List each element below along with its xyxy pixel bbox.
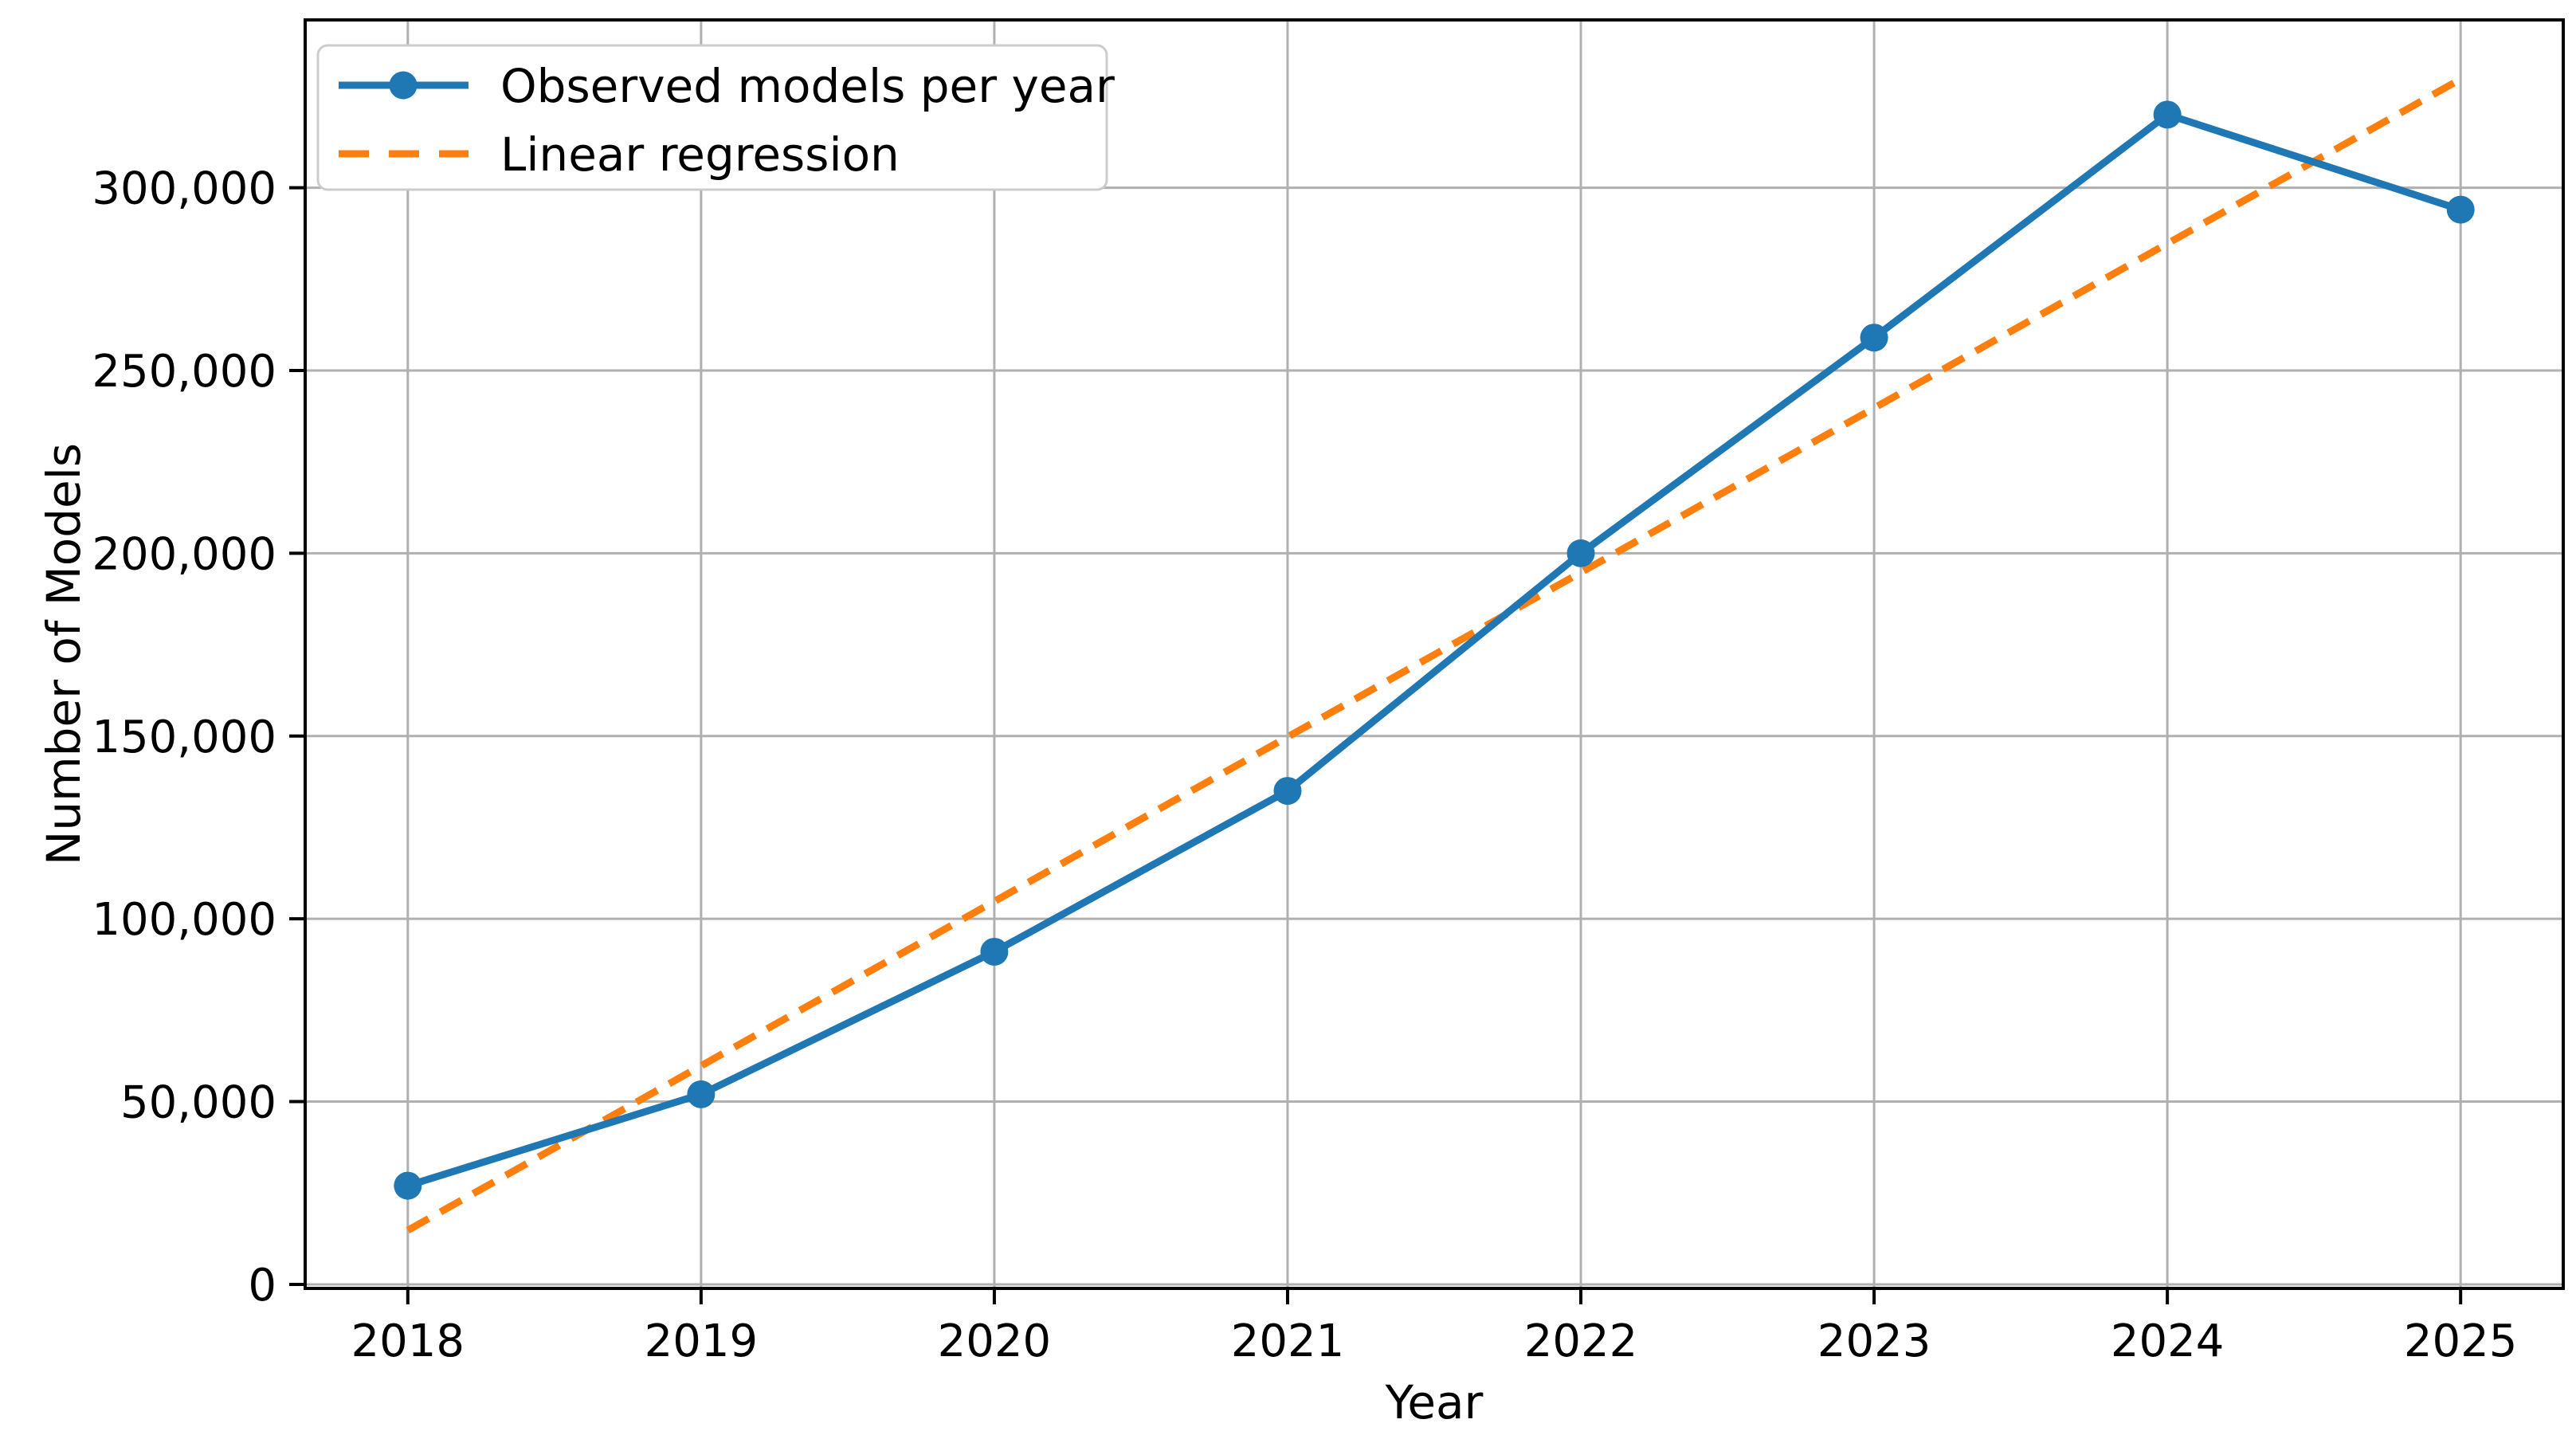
x-tick-label-2018: 2018 bbox=[351, 1315, 465, 1367]
x-tick-label-2019: 2019 bbox=[645, 1315, 759, 1367]
legend: Observed models per year Linear regressi… bbox=[316, 44, 1115, 191]
observed-line bbox=[406, 111, 2462, 1190]
data-point-2023 bbox=[1860, 323, 1888, 352]
data-point-2024 bbox=[2153, 100, 2182, 129]
legend-observed-label: Observed models per year bbox=[500, 59, 1115, 113]
x-tick-label-2021: 2021 bbox=[1231, 1315, 1345, 1367]
data-point-2020 bbox=[980, 937, 1009, 966]
series-layer bbox=[394, 76, 2475, 1233]
gridlines bbox=[305, 20, 2563, 1288]
y-tick-label-0: 0 bbox=[248, 1260, 276, 1312]
legend-observed-sample-marker bbox=[389, 71, 418, 100]
data-point-2025 bbox=[2446, 195, 2475, 224]
y-tick-label-150000: 150,000 bbox=[92, 712, 276, 763]
x-tick-label-2023: 2023 bbox=[1817, 1315, 1931, 1367]
legend-box bbox=[316, 44, 1108, 191]
tick-labels: 2018 2019 2020 2021 2022 2023 2024 2025 0 50,000 1… bbox=[92, 163, 2517, 1367]
plot-border bbox=[304, 18, 2565, 1290]
x-tick-label-2025: 2025 bbox=[2404, 1315, 2518, 1367]
y-tick-label-50000: 50,000 bbox=[120, 1077, 276, 1129]
data-point-2021 bbox=[1273, 777, 1302, 806]
tick-marks bbox=[289, 186, 2463, 1304]
x-axis-label: Year bbox=[1385, 1375, 1484, 1429]
y-axis-label: Number of Models bbox=[37, 443, 91, 865]
legend-regression-label: Linear regression bbox=[500, 127, 900, 182]
data-point-2022 bbox=[1566, 539, 1595, 567]
y-tick-label-100000: 100,000 bbox=[92, 894, 276, 946]
data-point-2019 bbox=[687, 1080, 716, 1108]
x-tick-label-2024: 2024 bbox=[2111, 1315, 2225, 1367]
data-point-2018 bbox=[394, 1171, 422, 1200]
y-tick-label-200000: 200,000 bbox=[92, 528, 276, 580]
x-tick-label-2020: 2020 bbox=[938, 1315, 1052, 1367]
y-tick-label-300000: 300,000 bbox=[92, 163, 276, 215]
regression-line bbox=[406, 76, 2463, 1233]
y-tick-label-250000: 250,000 bbox=[92, 346, 276, 398]
x-tick-label-2022: 2022 bbox=[1524, 1315, 1638, 1367]
